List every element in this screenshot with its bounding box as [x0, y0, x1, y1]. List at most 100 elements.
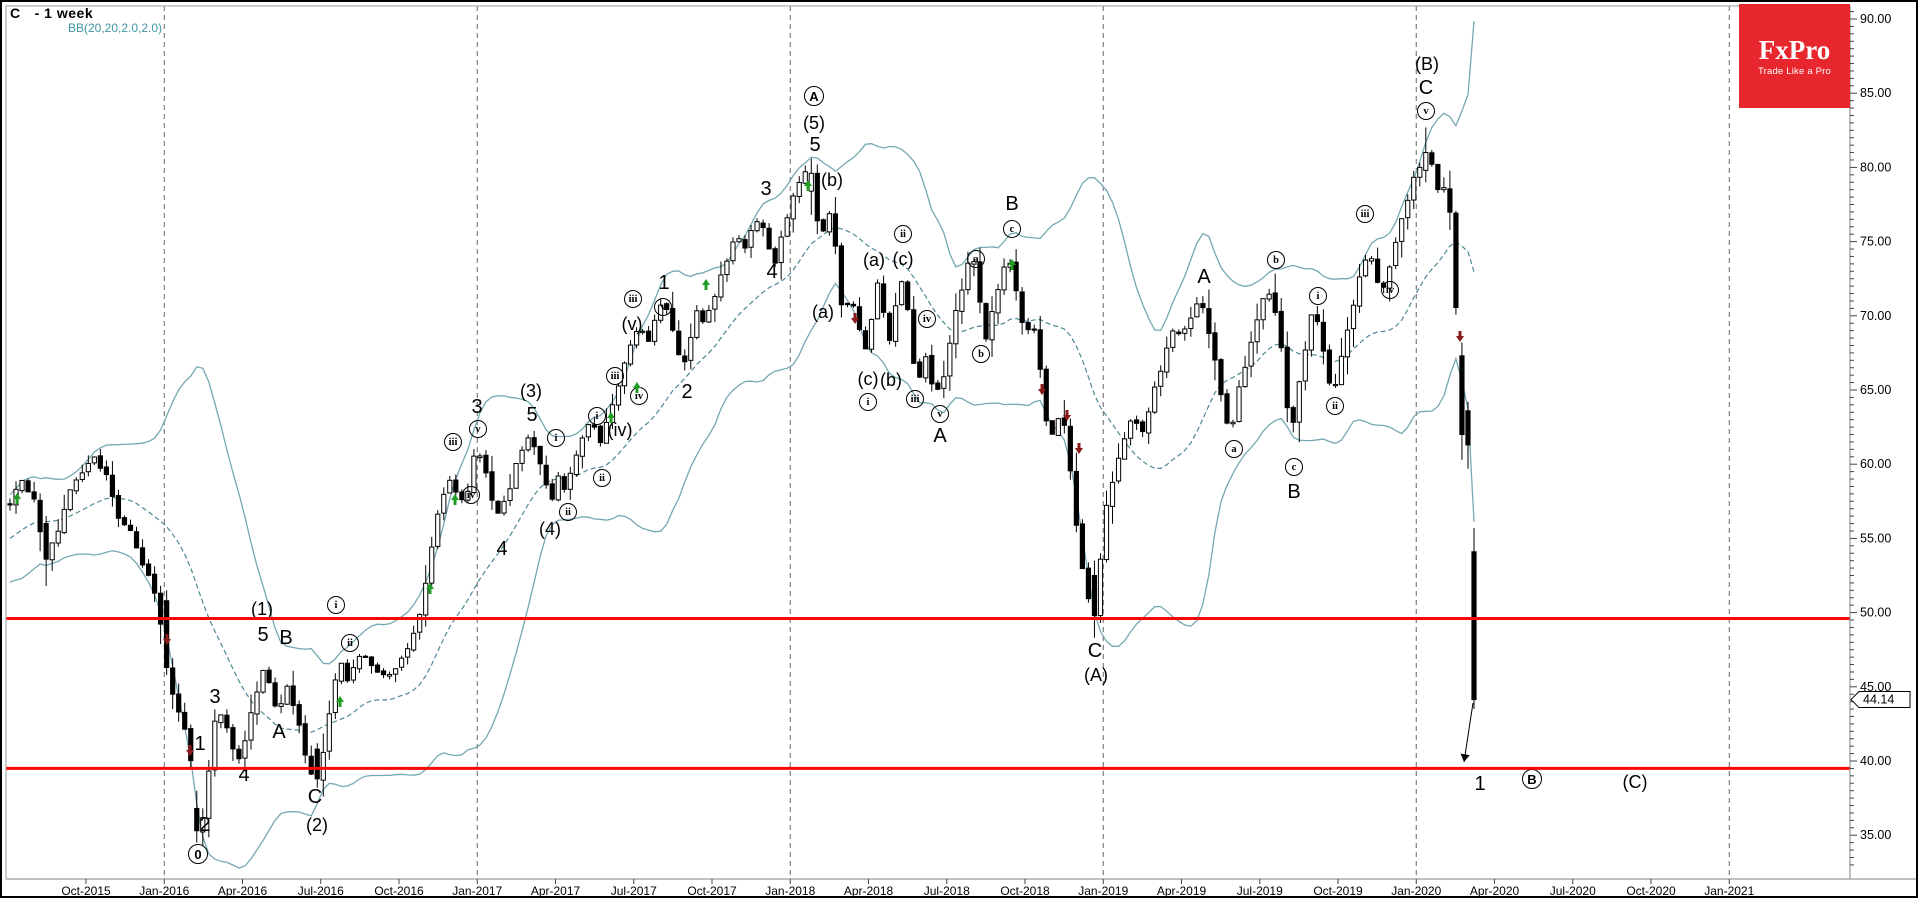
candle — [85, 455, 91, 477]
candle-body — [254, 691, 260, 715]
candle-body — [266, 669, 272, 684]
candle-body — [1356, 276, 1363, 307]
bb-indicator-label: BB(20,20,2.0,2.0) — [68, 21, 163, 35]
candle-body — [1308, 314, 1314, 351]
candle-body — [206, 770, 212, 819]
candle-body — [1206, 308, 1212, 334]
buy-signal-arrow — [633, 382, 641, 393]
candle — [501, 495, 507, 516]
candle — [1338, 337, 1345, 386]
wave-label: b — [1267, 251, 1285, 269]
wave-label-text: c — [1292, 462, 1297, 473]
candle-body — [1326, 349, 1333, 384]
candle — [911, 296, 917, 364]
wave-label: (iv) — [608, 420, 633, 440]
candle-body — [272, 682, 278, 707]
buy-signal-arrow — [804, 180, 812, 191]
candle-body — [1242, 366, 1248, 388]
candle — [495, 500, 501, 514]
wave-label-text: a — [973, 254, 979, 265]
candle-body — [549, 483, 555, 500]
candle — [1393, 237, 1399, 270]
candle-body — [718, 274, 724, 298]
candle — [1248, 331, 1254, 378]
candle-body — [597, 425, 604, 444]
wave-label: (2) — [306, 815, 328, 835]
candle-body — [1085, 567, 1092, 600]
candle-body — [465, 490, 471, 501]
candle — [49, 542, 55, 571]
wave-label: C — [1419, 77, 1433, 99]
candle — [1067, 418, 1073, 480]
candle-body — [55, 530, 61, 544]
buy-signal-arrow — [451, 494, 459, 505]
candle-body — [489, 471, 495, 501]
candle — [1031, 324, 1037, 334]
candle — [591, 416, 597, 430]
candle-body — [67, 489, 73, 511]
candle-body — [200, 817, 206, 833]
candle-body — [573, 454, 579, 476]
wave-label-text: iv — [923, 314, 932, 325]
candle — [109, 461, 116, 507]
candle — [826, 211, 832, 236]
wave-label: 1 — [658, 272, 669, 294]
candle-body — [1411, 176, 1417, 201]
candle — [435, 510, 441, 550]
candle-body — [423, 582, 429, 616]
candle-body — [862, 330, 869, 350]
wave-label: a — [1225, 440, 1243, 458]
wave-label: ii — [341, 634, 359, 652]
candle — [31, 481, 37, 503]
wave-label-text: iii — [629, 294, 638, 305]
candle-body — [1037, 329, 1043, 370]
candle — [1091, 560, 1098, 638]
candle-body — [995, 289, 1001, 314]
plot-border — [5, 5, 1851, 880]
candle-body — [495, 500, 501, 514]
candle — [730, 237, 736, 265]
time-axis-label: Jul-2019 — [1237, 884, 1283, 898]
candle — [1115, 443, 1122, 484]
candle — [838, 242, 845, 318]
candle-body — [441, 493, 447, 514]
candle — [880, 275, 887, 318]
wave-label: v — [654, 298, 672, 316]
candle — [405, 642, 411, 665]
candle-body — [754, 221, 760, 232]
candle — [1194, 297, 1200, 318]
candle-body — [182, 711, 188, 730]
candle — [676, 320, 682, 356]
candle-body — [260, 670, 266, 693]
wave-label: 2 — [681, 381, 692, 403]
candle — [302, 715, 308, 764]
candle-body — [133, 531, 140, 549]
candle — [1296, 380, 1302, 443]
candle-body — [103, 466, 109, 476]
candle-body — [362, 655, 369, 658]
candle — [856, 297, 863, 332]
wave-label-text: b — [1273, 255, 1279, 266]
candle-body — [1043, 368, 1049, 422]
wave-label-text: i — [596, 411, 599, 422]
candle — [1429, 149, 1435, 167]
candle — [724, 258, 730, 282]
candle-body — [1296, 381, 1302, 423]
wave-label: i — [588, 407, 606, 425]
candle — [1025, 318, 1031, 335]
candle — [543, 455, 549, 489]
candle — [977, 247, 983, 314]
candle — [537, 445, 543, 476]
candle-body — [531, 437, 537, 448]
candle — [1176, 329, 1182, 336]
candle — [61, 494, 67, 535]
candle-body — [1115, 457, 1122, 482]
candle-body — [1423, 152, 1429, 171]
candle-body — [399, 657, 405, 668]
candle — [1224, 389, 1230, 425]
candle — [929, 344, 935, 392]
candle — [1103, 490, 1110, 563]
candle-body — [748, 230, 754, 248]
wave-label: A — [933, 425, 947, 447]
